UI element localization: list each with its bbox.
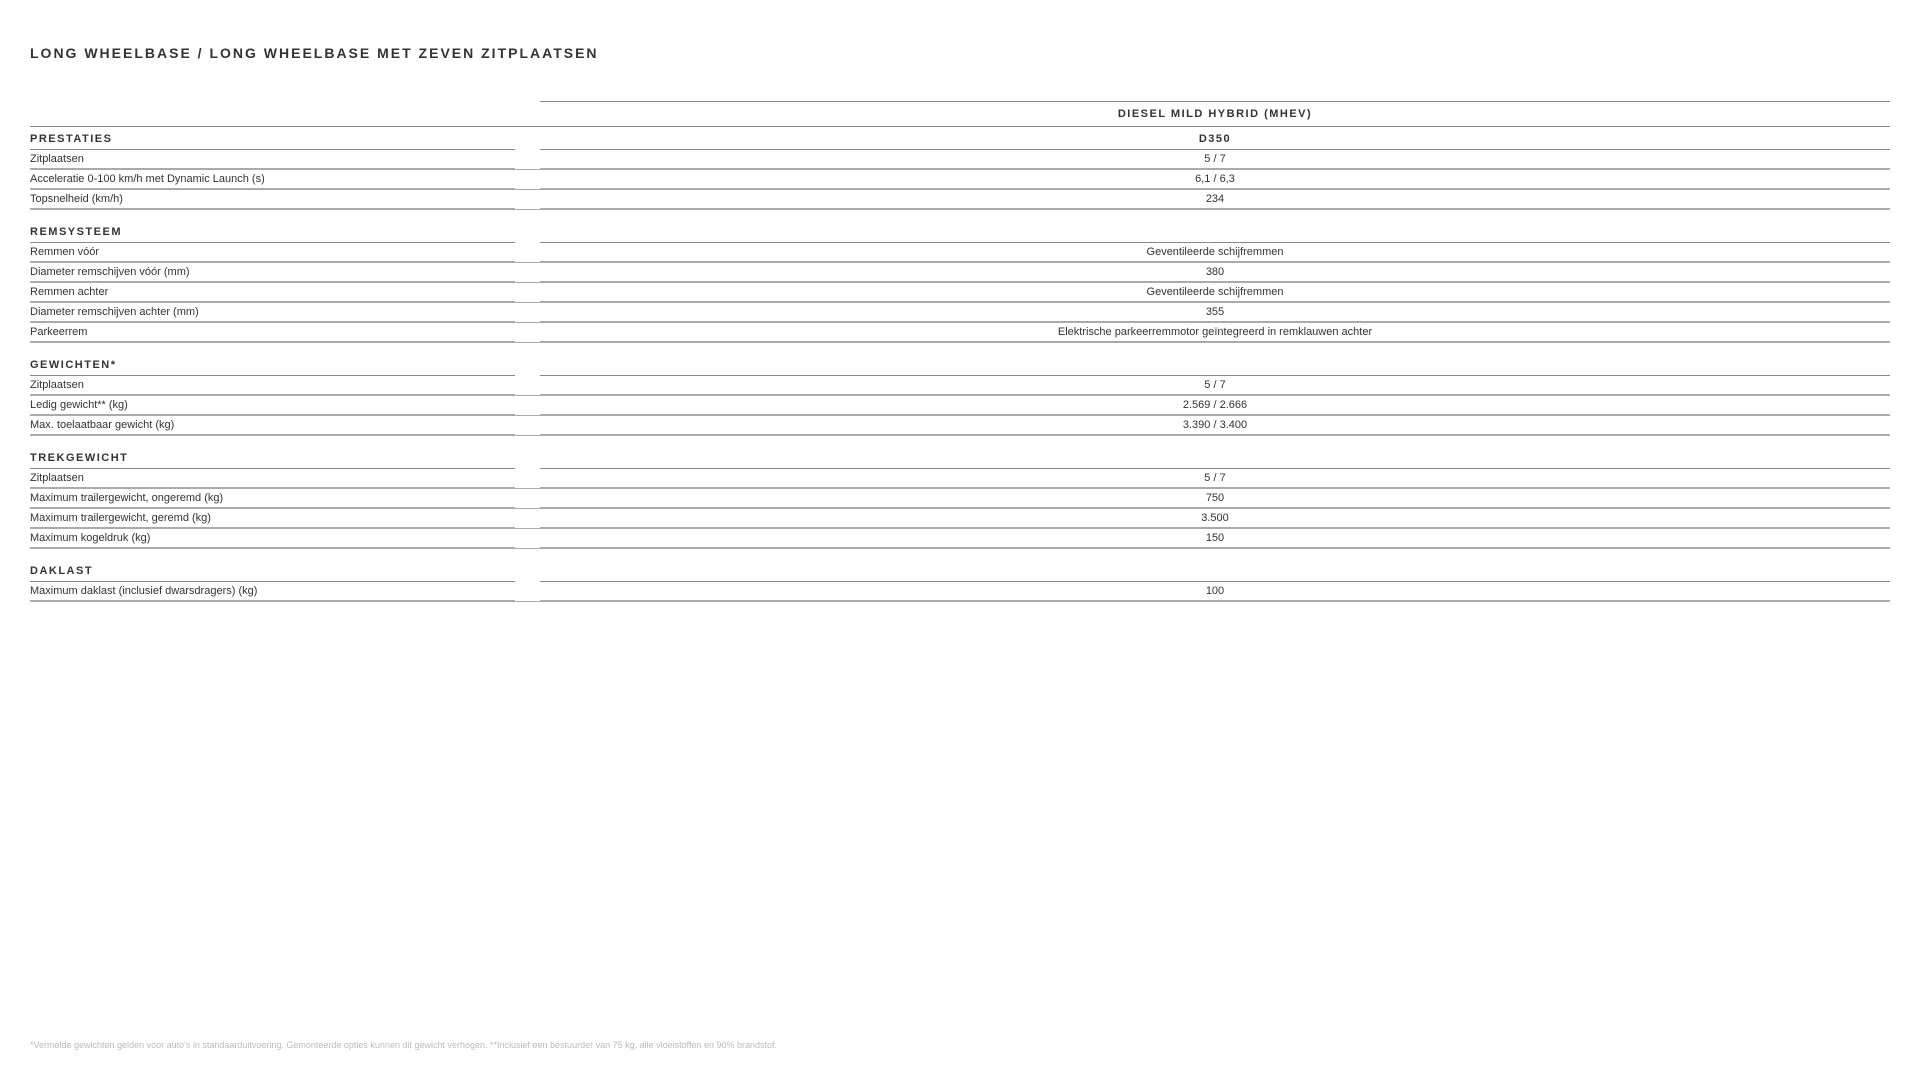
spec-label: Remmen achter bbox=[30, 283, 515, 302]
column-header-model: D350 bbox=[540, 127, 1890, 150]
column-header-row-1: DIESEL MILD HYBRID (MHEV) bbox=[30, 101, 1890, 127]
spec-value: Elektrische parkeerremmotor geïntegreerd… bbox=[540, 323, 1890, 342]
spec-value: 6,1 / 6,3 bbox=[540, 170, 1890, 189]
spec-label: Maximum daklast (inclusief dwarsdragers)… bbox=[30, 582, 515, 601]
spec-label: Topsnelheid (km/h) bbox=[30, 190, 515, 209]
spec-label: Zitplaatsen bbox=[30, 376, 515, 395]
table-row: Parkeerrem Elektrische parkeerremmotor g… bbox=[30, 323, 1890, 343]
spec-label: Zitplaatsen bbox=[30, 469, 515, 488]
page-title: LONG WHEELBASE / LONG WHEELBASE MET ZEVE… bbox=[30, 45, 1890, 61]
section-title-gewichten: GEWICHTEN* bbox=[30, 353, 515, 376]
spec-value: 2.569 / 2.666 bbox=[540, 396, 1890, 415]
section-daklast-header: DAKLAST bbox=[30, 559, 1890, 582]
spec-label: Maximum kogeldruk (kg) bbox=[30, 529, 515, 548]
footnote: *Vermelde gewichten gelden voor auto's i… bbox=[30, 1040, 777, 1050]
spec-value: 3.390 / 3.400 bbox=[540, 416, 1890, 435]
spec-label: Acceleratie 0-100 km/h met Dynamic Launc… bbox=[30, 170, 515, 189]
section-prestaties-header: PRESTATIES D350 bbox=[30, 127, 1890, 150]
spec-label: Remmen vóór bbox=[30, 243, 515, 262]
table-row: Maximum kogeldruk (kg) 150 bbox=[30, 529, 1890, 549]
table-row: Maximum daklast (inclusief dwarsdragers)… bbox=[30, 582, 1890, 602]
spec-label: Parkeerrem bbox=[30, 323, 515, 342]
table-row: Remmen achter Geventileerde schijfremmen bbox=[30, 283, 1890, 303]
section-title-daklast: DAKLAST bbox=[30, 559, 515, 582]
spec-value: 3.500 bbox=[540, 509, 1890, 528]
spec-value: 150 bbox=[540, 529, 1890, 548]
table-row: Maximum trailergewicht, geremd (kg) 3.50… bbox=[30, 509, 1890, 529]
spec-label: Max. toelaatbaar gewicht (kg) bbox=[30, 416, 515, 435]
spec-value: 5 / 7 bbox=[540, 150, 1890, 169]
spec-value: Geventileerde schijfremmen bbox=[540, 243, 1890, 262]
spec-value: 355 bbox=[540, 303, 1890, 322]
table-row: Acceleratie 0-100 km/h met Dynamic Launc… bbox=[30, 170, 1890, 190]
spec-value: 234 bbox=[540, 190, 1890, 209]
spec-label: Maximum trailergewicht, geremd (kg) bbox=[30, 509, 515, 528]
table-row: Zitplaatsen 5 / 7 bbox=[30, 469, 1890, 489]
spec-value: 5 / 7 bbox=[540, 376, 1890, 395]
spec-value: 750 bbox=[540, 489, 1890, 508]
spec-table: DIESEL MILD HYBRID (MHEV) PRESTATIES D35… bbox=[30, 101, 1890, 602]
spec-label: Ledig gewicht** (kg) bbox=[30, 396, 515, 415]
table-row: Maximum trailergewicht, ongeremd (kg) 75… bbox=[30, 489, 1890, 509]
table-row: Topsnelheid (km/h) 234 bbox=[30, 190, 1890, 210]
table-row: Diameter remschijven achter (mm) 355 bbox=[30, 303, 1890, 323]
spec-label: Maximum trailergewicht, ongeremd (kg) bbox=[30, 489, 515, 508]
column-header-main: DIESEL MILD HYBRID (MHEV) bbox=[540, 101, 1890, 126]
spec-value: 100 bbox=[540, 582, 1890, 601]
table-row: Diameter remschijven vóór (mm) 380 bbox=[30, 263, 1890, 283]
section-trekgewicht-header: TREKGEWICHT bbox=[30, 446, 1890, 469]
section-gewichten-header: GEWICHTEN* bbox=[30, 353, 1890, 376]
table-row: Zitplaatsen 5 / 7 bbox=[30, 150, 1890, 170]
section-remsysteem-header: REMSYSTEEM bbox=[30, 220, 1890, 243]
spec-value: 380 bbox=[540, 263, 1890, 282]
table-row: Zitplaatsen 5 / 7 bbox=[30, 376, 1890, 396]
spec-label: Diameter remschijven achter (mm) bbox=[30, 303, 515, 322]
table-row: Ledig gewicht** (kg) 2.569 / 2.666 bbox=[30, 396, 1890, 416]
table-row: Remmen vóór Geventileerde schijfremmen bbox=[30, 243, 1890, 263]
section-title-trekgewicht: TREKGEWICHT bbox=[30, 446, 515, 469]
spec-value: Geventileerde schijfremmen bbox=[540, 283, 1890, 302]
section-title-remsysteem: REMSYSTEEM bbox=[30, 220, 515, 243]
spec-label: Diameter remschijven vóór (mm) bbox=[30, 263, 515, 282]
spec-label: Zitplaatsen bbox=[30, 150, 515, 169]
spec-value: 5 / 7 bbox=[540, 469, 1890, 488]
section-title-prestaties: PRESTATIES bbox=[30, 127, 515, 150]
table-row: Max. toelaatbaar gewicht (kg) 3.390 / 3.… bbox=[30, 416, 1890, 436]
